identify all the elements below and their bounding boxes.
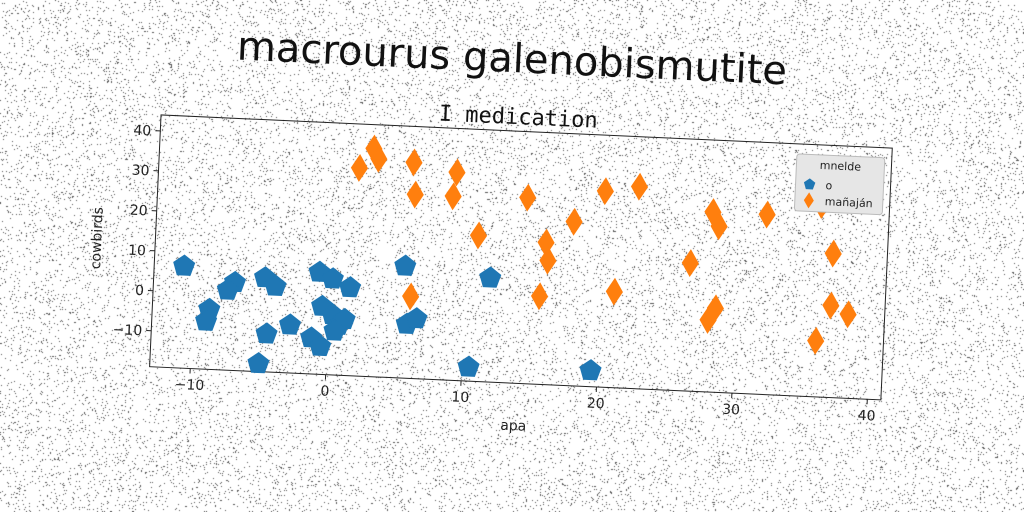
series-2-point <box>710 212 728 241</box>
series-2-point <box>824 239 842 268</box>
series-1-point <box>321 267 344 289</box>
x-tick-label: 0 <box>320 383 330 399</box>
series-2-point <box>681 249 699 278</box>
series-1-point <box>394 254 417 276</box>
series-2-point <box>519 183 537 212</box>
y-axis-label: cowbirds <box>88 207 107 270</box>
series-2-point <box>539 246 557 275</box>
series-1-point <box>405 307 428 329</box>
legend-box <box>793 153 886 216</box>
y-tick-label: −10 <box>112 322 142 339</box>
series-1-point <box>323 319 346 341</box>
series-2-point <box>406 180 424 209</box>
series-2-point <box>469 221 488 250</box>
series-1-point <box>195 309 218 331</box>
y-tick-label: 10 <box>128 243 147 260</box>
x-axis-label: apa <box>500 418 527 435</box>
series-2-point <box>605 277 623 306</box>
series-1-point <box>479 266 502 288</box>
legend-label: mañaján <box>824 195 873 210</box>
series-2-point <box>758 200 776 229</box>
series-1-point <box>279 313 302 335</box>
series-2-point <box>807 326 825 355</box>
y-axis: −10 0 10 20 30 40 <box>112 123 161 339</box>
x-tick-label: 40 <box>857 408 876 425</box>
plot-frame <box>149 114 893 401</box>
series-2-point <box>596 177 614 206</box>
series-2-point <box>839 300 857 329</box>
series-2-point <box>448 158 466 187</box>
series-1-point <box>579 359 602 381</box>
series-2-point <box>350 154 369 182</box>
legend: mnelde o mañaján <box>793 153 886 216</box>
series-1-point <box>457 355 480 377</box>
series-2-point <box>699 306 717 334</box>
series-1-point <box>247 351 270 374</box>
x-tick-label: 20 <box>586 396 605 413</box>
series-1-point <box>173 254 196 276</box>
y-tick-label: 40 <box>133 123 152 140</box>
data-points <box>173 134 857 381</box>
legend-label: o <box>825 179 833 192</box>
series-1-point <box>339 276 362 298</box>
series-1-point <box>255 322 278 344</box>
series-2-point <box>405 148 423 177</box>
series-1-point <box>216 278 239 300</box>
x-tick-label: −10 <box>174 377 204 394</box>
series-2-point <box>630 172 649 201</box>
series-1-point <box>309 334 332 357</box>
x-tick-label: 10 <box>451 389 470 406</box>
series-2-point <box>402 282 420 311</box>
legend-marker <box>803 178 816 190</box>
series-2-point <box>530 282 549 311</box>
y-tick-label: 0 <box>135 283 145 299</box>
y-tick-label: 20 <box>129 203 148 220</box>
y-tick-label: 30 <box>131 163 150 180</box>
x-tick-label: 30 <box>722 402 741 419</box>
legend-title: mnelde <box>820 159 862 174</box>
series-2-point <box>370 144 388 173</box>
x-axis: −10 0 10 20 30 40 <box>174 368 876 425</box>
series-2-point <box>444 182 462 211</box>
series-2-point <box>822 291 840 320</box>
series-1-point <box>264 274 287 296</box>
legend-marker <box>803 192 814 209</box>
series-2-point <box>565 207 583 236</box>
